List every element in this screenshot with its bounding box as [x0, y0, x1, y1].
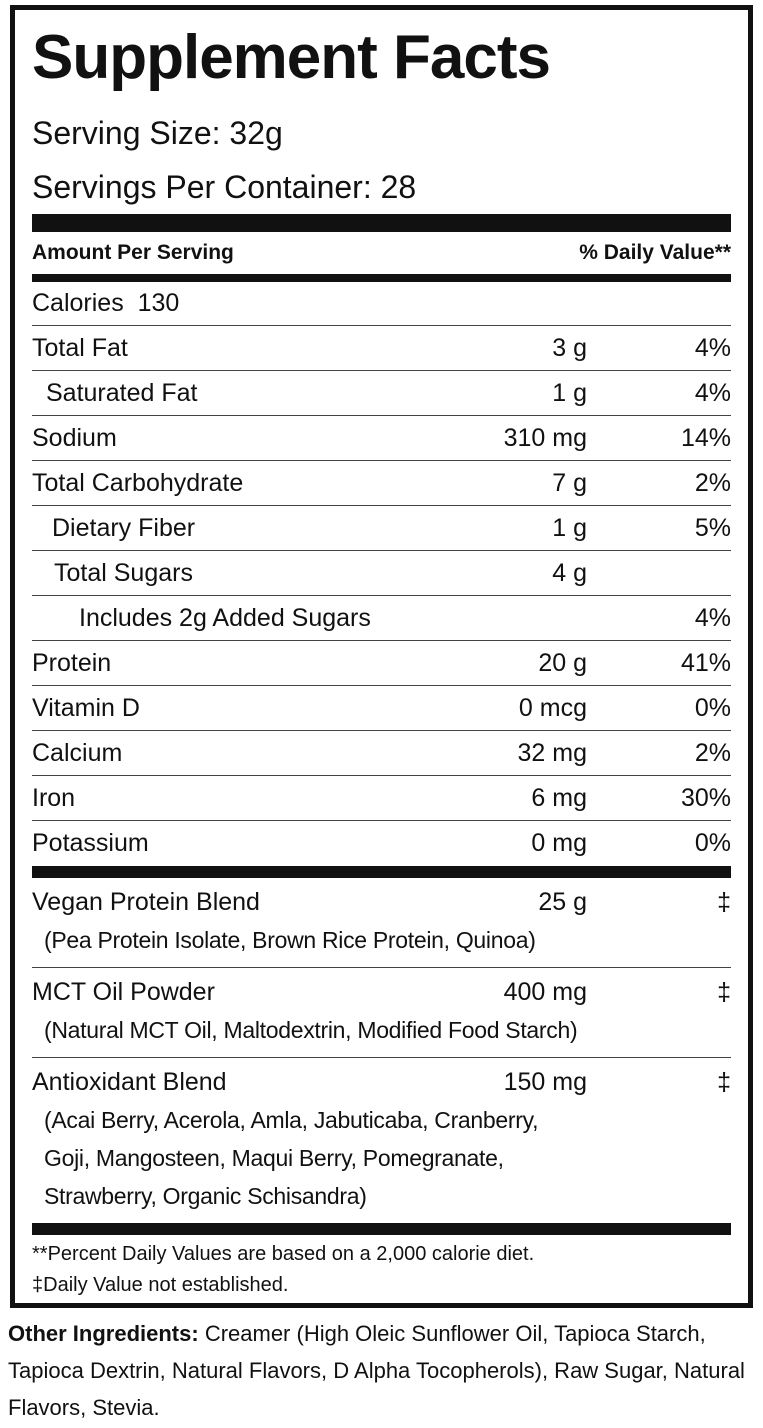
nutrient-row: Total Carbohydrate 7 g 2%: [32, 461, 731, 506]
other-ingredients: Other Ingredients: Creamer (High Oleic S…: [8, 1315, 756, 1426]
nutrient-row: Total Fat 3 g 4%: [32, 326, 731, 371]
nutrient-row: Vitamin D 0 mcg 0%: [32, 686, 731, 731]
blend-amount: 400 mg: [503, 977, 587, 1006]
blend-name: Vegan Protein Blend: [32, 887, 260, 916]
calories-value: 130: [137, 289, 180, 317]
calories-label: Calories: [32, 289, 124, 317]
nutrient-row: Dietary Fiber 1 g 5%: [32, 506, 731, 551]
serving-size: Serving Size: 32g: [32, 115, 283, 151]
nutrient-amount: 1 g: [552, 513, 587, 542]
blend-daily-value: ‡: [717, 887, 731, 916]
nutrient-row: Sodium 310 mg 14%: [32, 416, 731, 461]
nutrient-row: Total Sugars 4 g: [32, 551, 731, 596]
nutrient-name: Includes 2g Added Sugars: [79, 603, 371, 632]
nutrient-amount: 4 g: [552, 558, 587, 587]
other-ingredients-label: Other Ingredients:: [8, 1321, 199, 1346]
blend-row: Antioxidant Blend 150 mg ‡ (Acai Berry, Ace…: [32, 1058, 731, 1223]
blend-amount: 25 g: [538, 887, 587, 916]
nutrient-name: Total Sugars: [54, 558, 193, 587]
header-row: Amount Per Serving % Daily Value**: [32, 232, 731, 274]
nutrient-row: Calcium 32 mg 2%: [32, 731, 731, 776]
amount-header: Amount Per Serving: [32, 241, 234, 264]
nutrient-amount: 7 g: [552, 468, 587, 497]
title: Supplement Facts: [32, 23, 551, 92]
nutrient-amount: 32 mg: [517, 738, 587, 767]
blend-line: MCT Oil Powder 400 mg ‡: [32, 973, 731, 1011]
nutrient-row: Iron 6 mg 30%: [32, 776, 731, 821]
nutrient-daily-value: 0%: [694, 693, 731, 722]
daily-value-header: % Daily Value**: [579, 241, 731, 264]
nutrient-row: Potassium 0 mg 0%: [32, 821, 731, 866]
nutrient-amount: 3 g: [552, 333, 587, 362]
nutrient-amount: 310 mg: [503, 423, 587, 452]
blend-daily-value: ‡: [717, 1067, 731, 1096]
calories-row: Calories 130: [32, 282, 731, 326]
blend-amount: 150 mg: [503, 1067, 587, 1096]
blend-list: Vegan Protein Blend 25 g ‡ (Pea Protein Iso…: [32, 878, 731, 1223]
nutrient-row: Saturated Fat 1 g 4%: [32, 371, 731, 416]
nutrient-name: Iron: [32, 783, 76, 812]
blend-detail: (Acai Berry, Acerola, Amla, Jabuticaba, …: [44, 1107, 539, 1133]
nutrient-row: Protein 20 g 41%: [32, 641, 731, 686]
nutrient-name: Protein: [32, 648, 112, 677]
blend-daily-value: ‡: [717, 977, 731, 1006]
divider: [32, 214, 731, 232]
blend-name: Antioxidant Blend: [32, 1067, 227, 1096]
nutrient-name: Total Fat: [32, 333, 128, 362]
nutrient-amount: 1 g: [552, 378, 587, 407]
nutrient-daily-value: 4%: [694, 603, 731, 632]
nutrient-daily-value: 41%: [680, 648, 731, 677]
nutrient-daily-value: 0%: [694, 829, 731, 857]
blend-detail: Goji, Mangosteen, Maqui Berry, Pomegrana…: [44, 1145, 504, 1171]
nutrient-amount: 0 mg: [531, 829, 587, 857]
blend-row: Vegan Protein Blend 25 g ‡ (Pea Protein Iso…: [32, 878, 731, 968]
nutrient-row: Includes 2g Added Sugars 4%: [32, 596, 731, 641]
blend-detail: (Natural MCT Oil, Maltodextrin, Modified…: [44, 1017, 578, 1043]
facts-panel: Supplement Facts Serving Size: 32g Servi…: [10, 5, 753, 1308]
nutrient-daily-value: 4%: [694, 378, 731, 407]
other-ingredients-text: Creamer (High Oleic Sunflower Oil, Tapio…: [8, 1321, 745, 1420]
blend-row: MCT Oil Powder 400 mg ‡ (Natural MCT Oil, M…: [32, 968, 731, 1058]
footnotes: **Percent Daily Values are based on a 2,…: [32, 1235, 731, 1301]
blend-name: MCT Oil Powder: [32, 977, 215, 1006]
nutrient-name: Vitamin D: [32, 693, 140, 722]
nutrient-name: Total Carbohydrate: [32, 468, 244, 497]
divider: [32, 1223, 731, 1235]
nutrient-amount: 0 mcg: [518, 693, 587, 722]
nutrient-name: Potassium: [32, 829, 149, 857]
servings-per-container: Servings Per Container: 28: [32, 169, 417, 205]
nutrient-daily-value: 4%: [694, 333, 731, 362]
blend-line: Vegan Protein Blend 25 g ‡: [32, 883, 731, 921]
blend-detail: (Pea Protein Isolate, Brown Rice Protein…: [44, 927, 536, 953]
footnote: ‡Daily Value not established.: [32, 1274, 289, 1296]
nutrient-daily-value: 30%: [680, 783, 731, 812]
blend-line: Antioxidant Blend 150 mg ‡: [32, 1063, 731, 1101]
nutrient-name: Saturated Fat: [46, 378, 198, 407]
nutrient-amount: 6 mg: [531, 783, 587, 812]
divider: [32, 866, 731, 878]
blend-detail: Strawberry, Organic Schisandra): [44, 1183, 367, 1209]
divider: [32, 274, 731, 282]
nutrient-daily-value: 2%: [694, 738, 731, 767]
footnote: **Percent Daily Values are based on a 2,…: [32, 1243, 535, 1265]
nutrient-daily-value: 14%: [680, 423, 731, 452]
nutrient-daily-value: 2%: [694, 468, 731, 497]
nutrient-name: Dietary Fiber: [52, 513, 196, 542]
nutrient-daily-value: 5%: [694, 513, 731, 542]
nutrient-amount: 20 g: [538, 648, 587, 677]
nutrient-list: Total Fat 3 g 4% Saturated Fat 1 g 4% Sodium 31…: [32, 326, 731, 866]
nutrient-name: Calcium: [32, 738, 123, 767]
nutrient-name: Sodium: [32, 423, 117, 452]
